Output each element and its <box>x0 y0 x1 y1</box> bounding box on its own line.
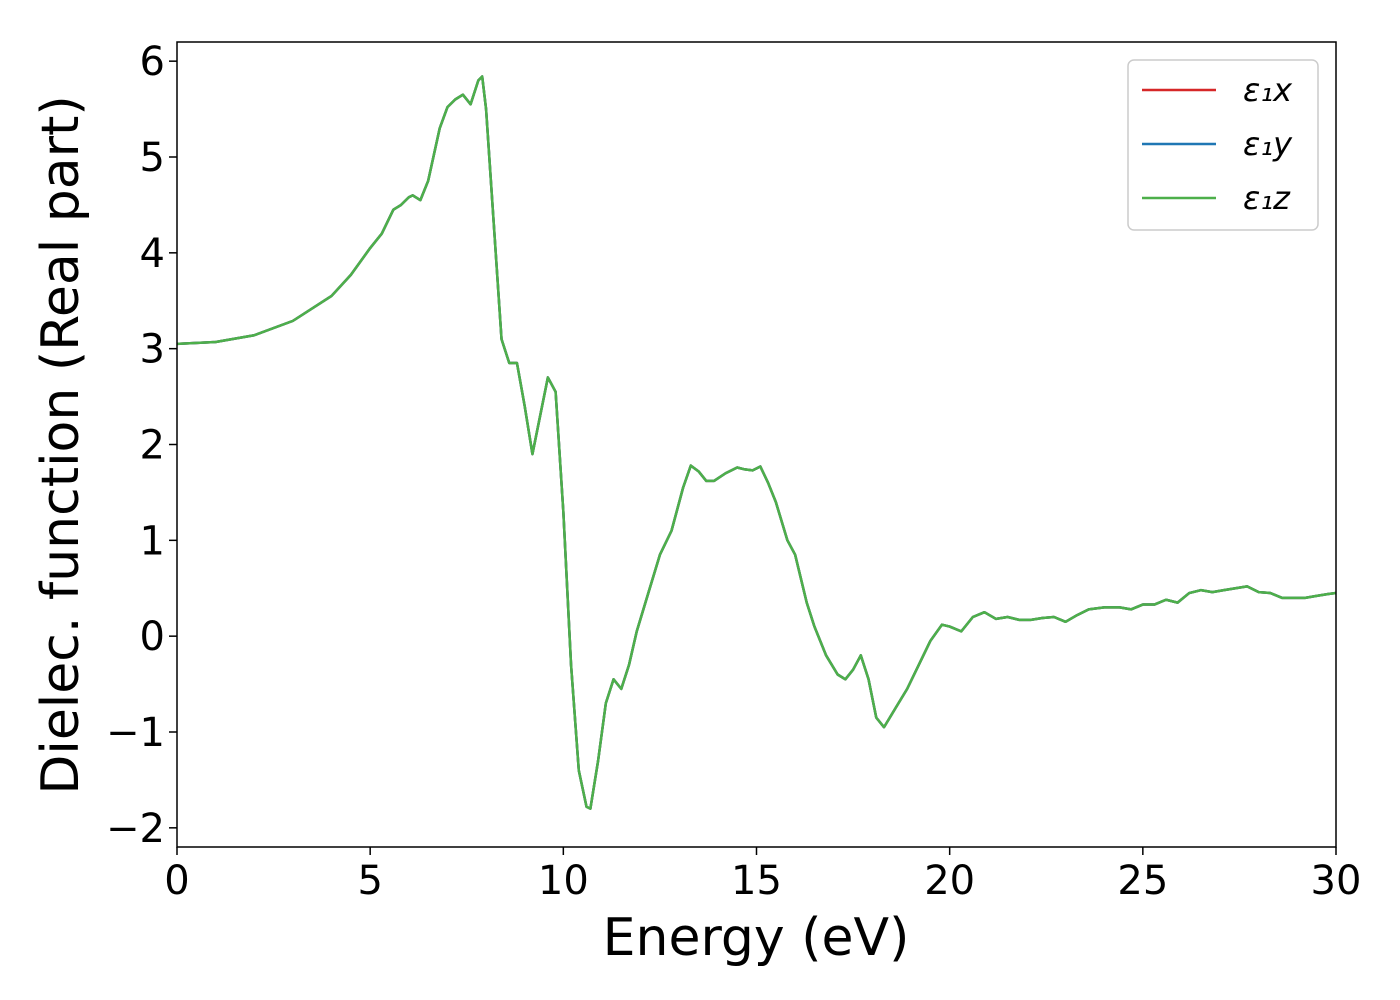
legend-frame <box>1127 59 1319 231</box>
y-tick-label: −1 <box>106 710 165 756</box>
x-tick-label: 25 <box>1117 858 1168 904</box>
x-tick-label: 10 <box>538 858 589 904</box>
series-line-3 <box>176 75 1337 810</box>
x-tick-label: 20 <box>924 858 975 904</box>
x-axis-label: Energy (eV) <box>603 908 910 968</box>
plot-layer <box>176 75 1337 810</box>
y-axis-ticks: −2 −1 0 1 2 3 4 5 6 <box>106 39 177 852</box>
y-tick-label: 2 <box>140 423 165 469</box>
y-tick-label: 5 <box>140 135 165 181</box>
y-tick-label: 1 <box>140 518 165 564</box>
y-tick-label: −2 <box>106 806 165 852</box>
y-tick-label: 3 <box>140 327 165 373</box>
legend-label-1: ε₁x <box>1243 71 1293 109</box>
x-tick-label: 5 <box>357 858 382 904</box>
x-axis-ticks: 0 5 10 15 20 25 30 <box>164 847 1361 904</box>
y-tick-label: 6 <box>140 39 165 85</box>
x-tick-label: 15 <box>731 858 782 904</box>
legend: ε₁x ε₁y ε₁z <box>1127 59 1319 231</box>
x-tick-label: 30 <box>1311 858 1362 904</box>
y-tick-label: 0 <box>140 614 165 660</box>
y-tick-label: 4 <box>140 231 165 277</box>
legend-label-3: ε₁z <box>1243 179 1291 217</box>
x-tick-label: 0 <box>164 858 189 904</box>
legend-label-2: ε₁y <box>1243 125 1293 163</box>
y-axis-label: Dielec. function (Real part) <box>31 95 91 794</box>
